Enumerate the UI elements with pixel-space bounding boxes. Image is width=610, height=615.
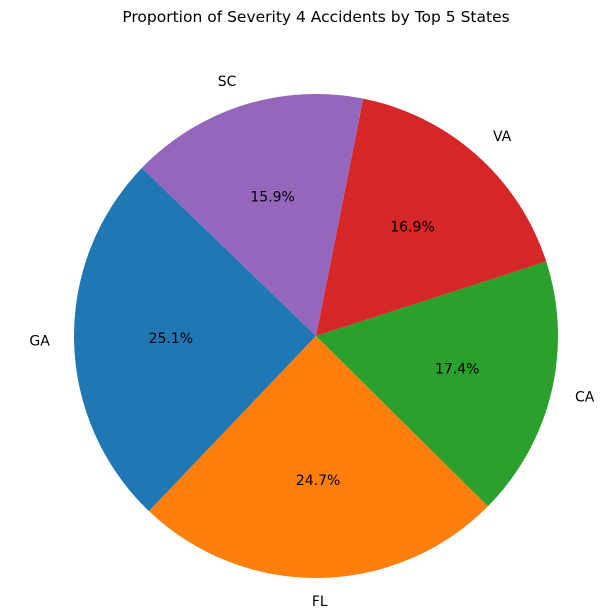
percent-label-sc: 15.9% — [250, 189, 294, 205]
category-label-ca: CA — [575, 390, 595, 406]
pie-slice-ca — [316, 261, 558, 507]
pie-slices — [74, 93, 558, 578]
category-label-va: VA — [493, 129, 512, 145]
pie-category-labels: GA FL CA VA SC — [29, 74, 594, 610]
pie-slice-ga — [74, 167, 316, 512]
category-label-sc: SC — [218, 74, 237, 90]
percent-label-ga: 25.1% — [149, 331, 193, 347]
percent-label-fl: 24.7% — [296, 473, 340, 489]
pie-percent-labels: 25.1% 24.7% 17.4% 16.9% 15.9% — [149, 189, 480, 489]
percent-label-va: 16.9% — [390, 220, 434, 236]
category-label-ga: GA — [29, 333, 50, 349]
pie-slice-fl — [148, 336, 488, 578]
pie-slice-va — [316, 98, 547, 336]
chart-title: Proportion of Severity 4 Accidents by To… — [122, 8, 510, 26]
pie-slice-sc — [141, 93, 364, 336]
percent-label-ca: 17.4% — [435, 362, 479, 378]
category-label-fl: FL — [312, 594, 328, 610]
